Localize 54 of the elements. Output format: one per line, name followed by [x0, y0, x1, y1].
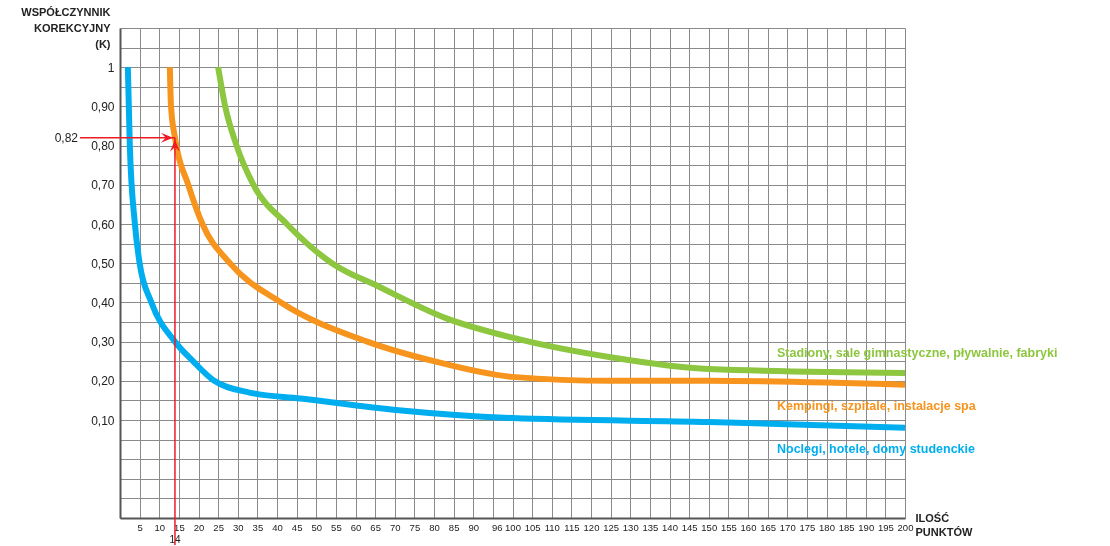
x-tick-label: 150: [701, 521, 718, 533]
x-tick-label: 96: [492, 521, 503, 533]
x-tick-label: 30: [232, 521, 244, 533]
x-tick-label: 160: [740, 521, 757, 533]
x-tick-label: 135: [642, 521, 659, 533]
x-tick-label: 100: [505, 521, 521, 533]
x-tick-label: 35: [252, 521, 264, 533]
x-tick-label: 105: [524, 521, 541, 533]
x-tick-label: 85: [448, 521, 460, 533]
x-axis-title: ILOŚĆ PUNKTÓW: [915, 511, 973, 538]
x-tick-label: 20: [193, 521, 205, 533]
x-tick-label: 190: [858, 521, 875, 533]
y-tick-label: 0,10: [91, 413, 115, 428]
x-tick-label: 50: [311, 521, 323, 533]
x-tick-label: 10: [154, 521, 166, 533]
series-label: Kempingi, szpitale, instalacje spa: [777, 398, 977, 413]
x-tick-label: 40: [272, 521, 283, 533]
x-tick-label: 185: [838, 521, 855, 533]
x-tick-label: 45: [291, 521, 303, 533]
x-tick-label: 25: [213, 521, 224, 533]
x-tick-label: 195: [877, 521, 894, 533]
x-tick-label: 200: [897, 521, 914, 533]
y-tick-label: 0,90: [91, 99, 115, 114]
x-tick-label: 70: [389, 521, 401, 533]
ref-line-label: 0,82: [54, 130, 79, 145]
y-tick-label: 0,80: [91, 139, 115, 154]
x-tick-label: 55: [331, 521, 342, 533]
x-tick-label: 115: [564, 521, 580, 533]
x-tick-label: 140: [662, 521, 678, 533]
x-tick-label: 165: [760, 521, 777, 533]
x-tick-label: 65: [370, 521, 381, 533]
x-tick-label: 145: [681, 521, 698, 533]
x-tick-label: 75: [409, 521, 421, 533]
x-tick-label: 80: [429, 521, 440, 533]
x-tick-label: 110: [544, 521, 560, 533]
y-tick-label: 0,60: [91, 217, 115, 232]
x-tick-label: 155: [720, 521, 737, 533]
x-tick-label: 5: [137, 521, 143, 533]
x-tick-label: 180: [819, 521, 835, 533]
series-label: Noclegi, hotele, domy studenckie: [777, 441, 976, 456]
y-tick-label: 0,70: [91, 178, 115, 193]
y-tick-label: 0,50: [91, 256, 115, 271]
y-tick-label: 0,40: [91, 295, 115, 310]
y-tick-label: 1: [107, 60, 115, 75]
y-tick-label: 0,20: [91, 374, 115, 389]
x-tick-label: 90: [468, 521, 480, 533]
y-axis-title: WSPÓŁCZYNNIK KOREKCYJNY (K): [21, 5, 112, 50]
x-tick-label: 175: [799, 521, 816, 533]
x-tick-label: 170: [779, 521, 796, 533]
x-tick-label: 130: [622, 521, 639, 533]
x-tick-label: 125: [603, 521, 620, 533]
y-tick-label: 0,30: [91, 335, 115, 350]
x-tick-label: 60: [350, 521, 362, 533]
x-tick-label: 120: [583, 521, 600, 533]
